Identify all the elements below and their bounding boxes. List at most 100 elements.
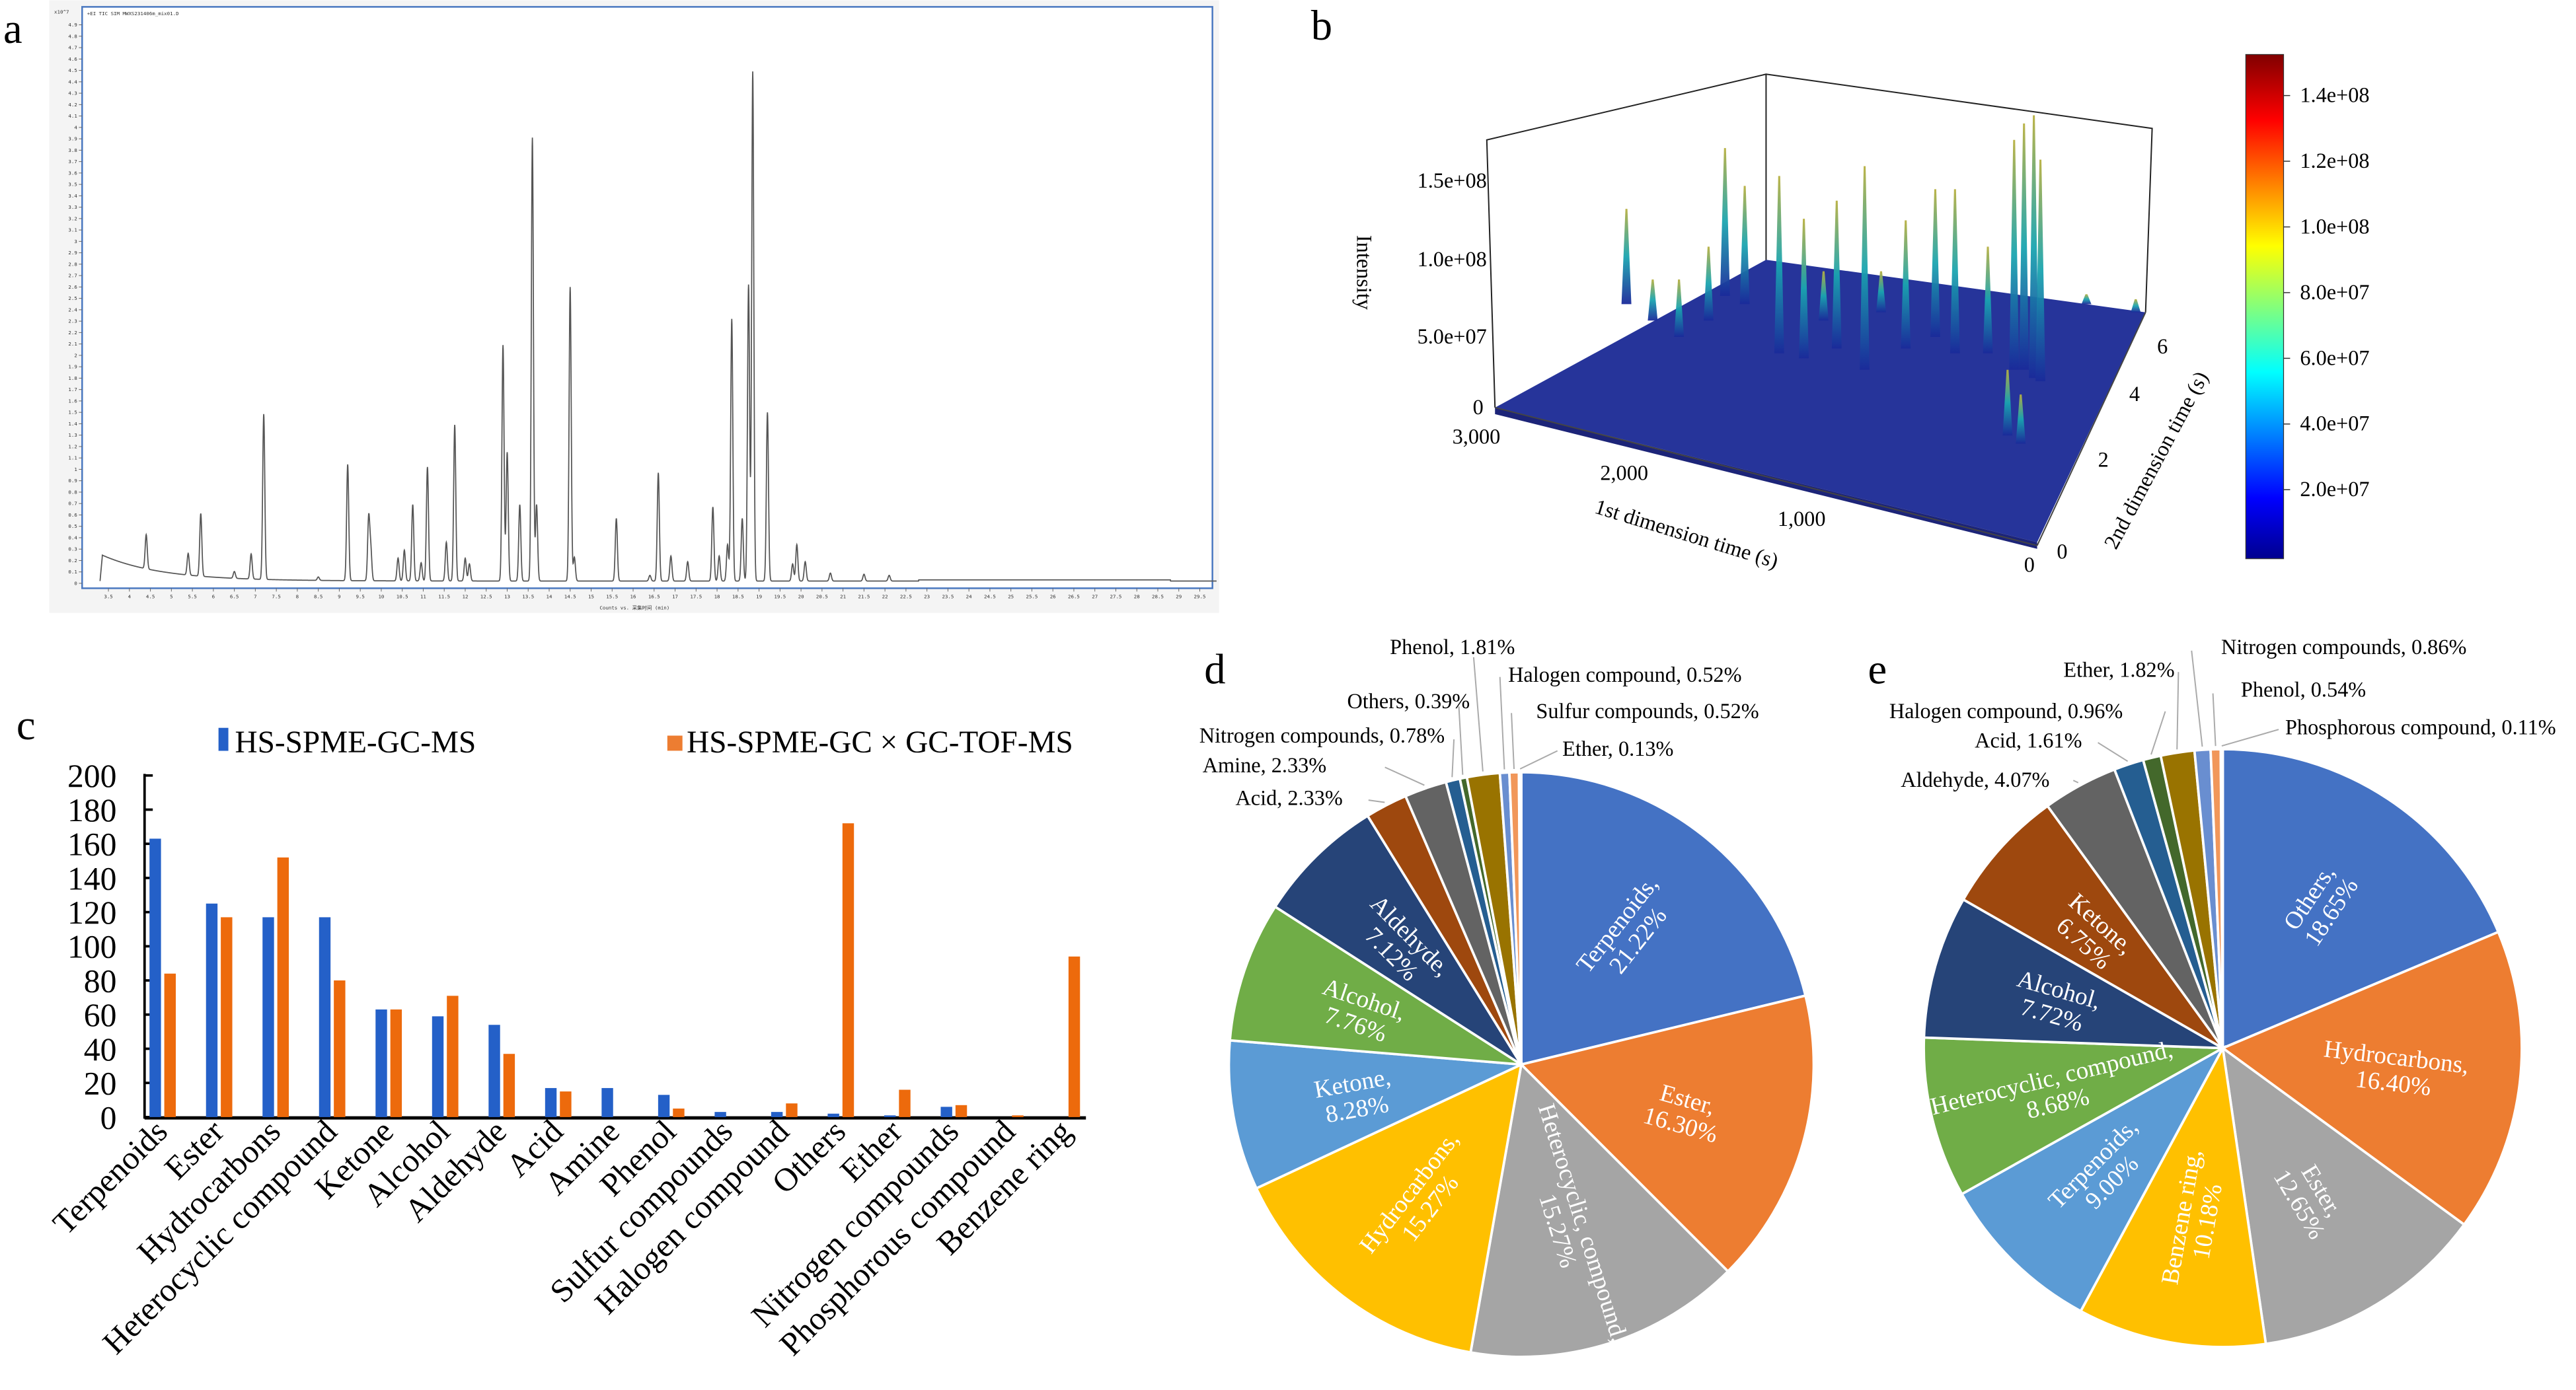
x-tick-label: 26 xyxy=(1050,593,1056,599)
x-tick: 3,000 xyxy=(1453,425,1501,449)
outside-label: Ether, 0.13% xyxy=(1562,737,1673,760)
x-tick-label: 23 xyxy=(924,593,930,599)
y-tick: 0 xyxy=(2057,540,2067,564)
intensity-peak xyxy=(2002,369,2013,436)
y-tick-label: 2.8 xyxy=(68,261,77,267)
y-tick-label: 4 xyxy=(74,124,77,130)
intensity-peak xyxy=(1703,246,1714,321)
intensity-peak xyxy=(2035,159,2046,382)
bar-tof xyxy=(673,1108,685,1117)
pie-slice xyxy=(2221,748,2500,1050)
x-tick-label: 29 xyxy=(1176,593,1182,599)
pie-slice xyxy=(1273,814,1523,1066)
intensity-peak xyxy=(1739,186,1750,305)
outside-label: Phosphorous compound, 0.11% xyxy=(2285,715,2556,739)
x-tick-label: 7 xyxy=(254,593,256,599)
intensity-peak xyxy=(2131,299,2141,312)
panel-label-c: c xyxy=(17,701,36,749)
y-tick-label: 4.5 xyxy=(68,67,77,73)
y-tick-label: 4.1 xyxy=(68,113,77,119)
colorbar-tick-label: 1.0e+08 xyxy=(2300,214,2369,238)
leader-line xyxy=(2221,729,2279,747)
pie-chart-d: Terpenoids,21.22%Ester,16.30%Heterocycli… xyxy=(1199,635,1815,1358)
x-tick-label: 27.5 xyxy=(1110,593,1122,599)
intensity-peak xyxy=(2016,394,2026,444)
leader-line xyxy=(2191,650,2203,747)
intensity-peak xyxy=(2029,115,2039,379)
panel-label-a: a xyxy=(3,5,22,52)
intensity-peak xyxy=(1648,279,1658,321)
x-tick-label: 15.5 xyxy=(606,593,618,599)
y-tick-label: 4.9 xyxy=(68,22,77,28)
bar-gcms xyxy=(827,1113,839,1117)
bar-gcms xyxy=(319,917,331,1117)
x-tick-label: 28.5 xyxy=(1152,593,1164,599)
colorbar-tick-label: 1.4e+08 xyxy=(2300,83,2369,107)
leader-line xyxy=(2212,693,2216,747)
leader-line xyxy=(2072,780,2079,784)
y-tick-label: 80 xyxy=(84,963,117,999)
pie-slice xyxy=(1229,904,1523,1066)
bar-tof xyxy=(899,1089,911,1117)
x-tick: 2,000 xyxy=(1600,460,1648,484)
y-tick-label: 3.7 xyxy=(68,159,77,165)
y-tick-label: 2.5 xyxy=(68,295,77,301)
bar-gcms xyxy=(149,838,161,1117)
intensity-peak xyxy=(1831,200,1842,349)
y-tick-label: 3.2 xyxy=(68,215,77,221)
leader-line xyxy=(2176,672,2179,750)
colorbar xyxy=(2245,54,2285,560)
chromatogram-panel: x10^7 +EI TIC SIM MWXS231406m_mix01.D Co… xyxy=(49,0,1219,613)
x-tick-label: 26.5 xyxy=(1068,593,1080,599)
inside-label: Ester,16.30% xyxy=(1640,1077,1727,1149)
x-tick-label: 20 xyxy=(798,593,804,599)
y-tick-label: 1.5 xyxy=(68,410,77,416)
x-tick-label: 4.5 xyxy=(146,593,155,599)
intensity-peak xyxy=(1950,189,1960,353)
colorbar-tick-label: 6.0e+07 xyxy=(2300,346,2369,369)
y-axis-line xyxy=(2036,312,2146,546)
y-tick-label: 2.7 xyxy=(68,273,77,279)
panel-label-e: e xyxy=(1868,645,1887,693)
surface-floor xyxy=(1495,260,2146,542)
y-tick-label: 3.5 xyxy=(68,182,77,188)
panel-label-d: d xyxy=(1204,645,1225,693)
intensity-peak xyxy=(1720,148,1730,296)
x-tick-label: 4 xyxy=(128,593,132,599)
y-tick-label: 3.6 xyxy=(68,170,77,176)
y-tick-label: 0.2 xyxy=(68,558,77,564)
intensity-peak xyxy=(1875,271,1886,312)
x-tick-label: 5.5 xyxy=(188,593,196,599)
bar-gcms xyxy=(488,1025,500,1117)
bar-tof xyxy=(1012,1115,1024,1117)
bar-gcms xyxy=(714,1112,726,1117)
pie-slice xyxy=(1922,898,2224,1050)
outside-label: Nitrogen compounds, 0.78% xyxy=(1199,723,1445,747)
intensity-peak xyxy=(1818,271,1829,321)
x-tick-label: 22 xyxy=(882,593,888,599)
intensity-peak xyxy=(1930,189,1940,338)
y-tick-label: 40 xyxy=(84,1031,117,1068)
bar-tof xyxy=(334,980,346,1117)
y-tick-label: 1.2 xyxy=(68,443,77,449)
intensity-peak xyxy=(1674,279,1685,338)
pie-slice xyxy=(1254,1062,1523,1354)
y-tick-label: 4.6 xyxy=(68,56,77,62)
pie-chart-e: Others,18.65%Hydrocarbons,16.40%Ester,12… xyxy=(1889,635,2556,1348)
x-tick-label: 14.5 xyxy=(564,593,576,599)
bar-gcms xyxy=(262,917,274,1117)
y-tick-label: 0.5 xyxy=(68,523,77,529)
x-tick-label: 21 xyxy=(840,593,846,599)
z-tick: 1.0e+08 xyxy=(1418,247,1487,271)
y-tick-label: 4.8 xyxy=(68,33,77,39)
legend-label-tof: HS-SPME-GC × GC-TOF-MS xyxy=(687,725,1073,760)
y-tick-label: 1.8 xyxy=(68,375,77,381)
y-tick-label: 200 xyxy=(67,758,117,794)
y-tick-label: 2.1 xyxy=(68,341,77,347)
pie-slice xyxy=(1922,1036,2228,1196)
y-tick-label: 4.3 xyxy=(68,91,77,96)
x-tick-label: 8.5 xyxy=(314,593,322,599)
x-tick-label: 21.5 xyxy=(858,593,870,599)
x-tick-label: 27 xyxy=(1092,593,1098,599)
intensity-peak xyxy=(1621,209,1632,305)
